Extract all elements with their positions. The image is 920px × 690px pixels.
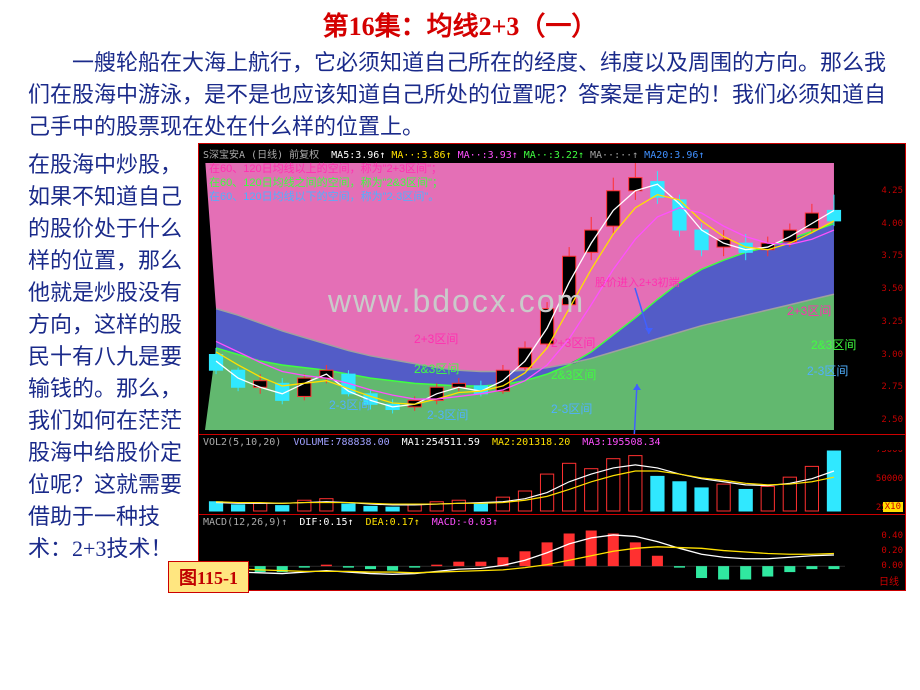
volume-pane: VOL2(5,10,20) VOLUME:788838.00 MA1:25451…: [199, 434, 905, 514]
page-title: 第16集：均线2+3（一）: [0, 0, 920, 47]
volume-header: VOL2(5,10,20) VOLUME:788838.00 MA1:25451…: [199, 435, 905, 450]
macd-header: MACD(12,26,9)↑ DIF:0.15↑ DEA:0.17↑ MACD:…: [199, 515, 905, 530]
legend-line: 在60、120日均线以下的空间，称为"2-3区间"。: [209, 188, 439, 204]
zone-label: 2+3区间: [787, 302, 831, 319]
price-pane: S深宝安A (日线) 前复权 MA5:3.96↑MA··:3.86↑MA··:3…: [199, 144, 905, 434]
stock-chart: S深宝安A (日线) 前复权 MA5:3.96↑MA··:3.86↑MA··:3…: [198, 143, 906, 591]
side-paragraph: 在股海中炒股，如果不知道自己的股价处于什么样的位置，那么他就是炒股没有方向，这样…: [28, 143, 198, 591]
zone-label: 2&3区间: [551, 366, 596, 383]
price-yaxis: 4.504.254.003.753.503.253.002.752.50: [867, 144, 903, 434]
zone-label: 2-3区间: [551, 400, 592, 417]
zone-label: 2+3区间: [551, 334, 595, 351]
zone-label: 2-3区间: [807, 362, 848, 379]
zone-label: 2+3区间: [414, 330, 458, 347]
zone-label: 2-3区间: [329, 396, 370, 413]
bottom-axis-right: 日线: [879, 573, 899, 588]
zone-label: 2&3区间: [811, 336, 856, 353]
zone-label: 2&3区间: [414, 360, 459, 377]
zone-label: 2-3区间: [427, 406, 468, 423]
macd-pane: MACD(12,26,9)↑ DIF:0.15↑ DEA:0.17↑ MACD:…: [199, 514, 905, 590]
annotation-text: 股价进入2+3初端: [595, 274, 680, 290]
intro-paragraph: 一艘轮船在大海上航行，它必须知道自己所在的经度、纬度以及周围的方向。那么我们在股…: [0, 47, 920, 143]
figure-label: 图115-1: [168, 561, 249, 593]
